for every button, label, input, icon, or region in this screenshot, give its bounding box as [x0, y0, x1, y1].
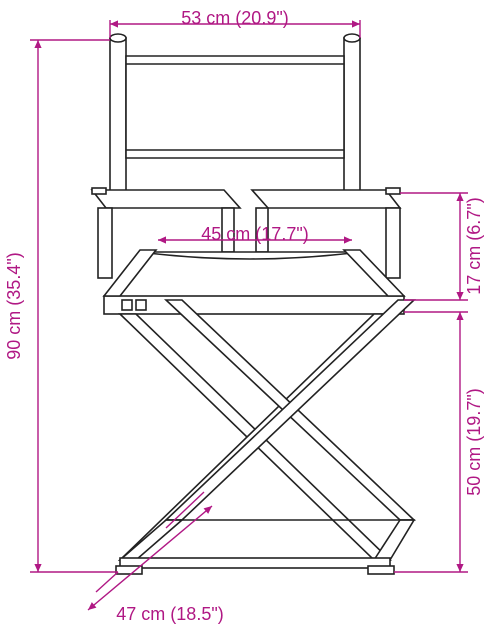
chair-lineart	[92, 34, 414, 574]
dim-seat-width-label: 45 cm (17.7")	[201, 224, 308, 244]
dimension-diagram: 53 cm (20.9") 45 cm (17.7") 17 cm (6.7") 50…	[0, 0, 500, 641]
dim-armrest-gap-label: 17 cm (6.7")	[464, 197, 484, 294]
dim-depth-label: 47 cm (18.5")	[116, 604, 223, 624]
dim-total-height-label: 90 cm (35.4")	[4, 252, 24, 359]
dim-seat-height-label: 50 cm (19.7")	[464, 388, 484, 495]
dim-back-width-label: 53 cm (20.9")	[181, 8, 288, 28]
